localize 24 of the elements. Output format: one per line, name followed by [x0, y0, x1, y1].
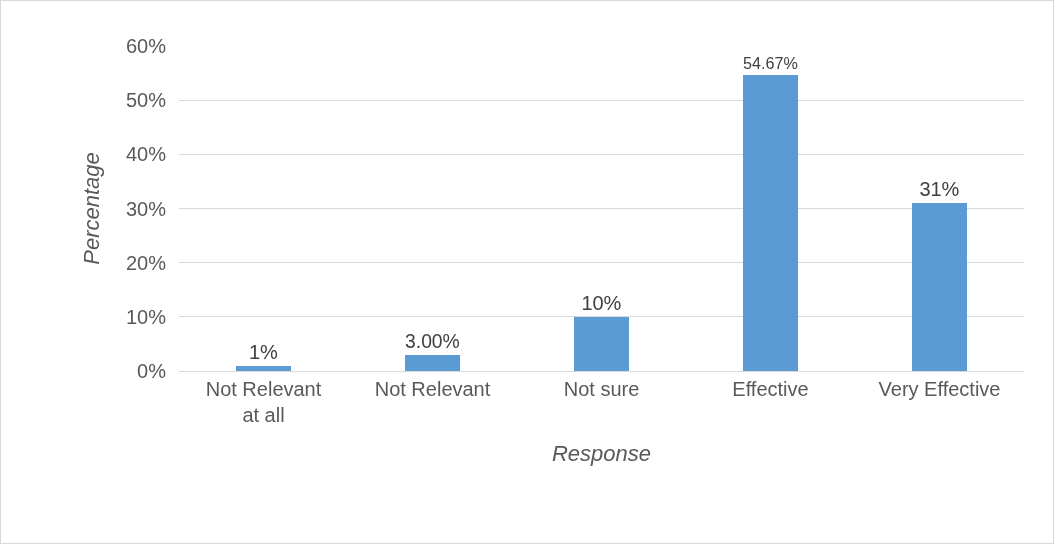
data-label: 3.00%: [405, 331, 460, 353]
x-axis-title: Response: [551, 440, 652, 466]
x-tick-label: Not Relevant: [374, 378, 491, 400]
data-label: 31%: [919, 178, 960, 200]
y-tick-label: 0%: [137, 360, 167, 382]
y-tick-label: 10%: [125, 305, 167, 328]
x-tick-label: Not Relevant at all: [205, 378, 322, 426]
y-tick-label: 60%: [125, 35, 167, 57]
y-tick-label: 30%: [125, 197, 167, 220]
x-tick-label: Not sure: [563, 378, 640, 400]
bar: [743, 75, 798, 371]
y-tick-label: 20%: [125, 251, 167, 274]
y-tick-label: 50%: [125, 89, 167, 112]
data-label: 10%: [581, 292, 622, 314]
data-label: 54.67%: [743, 53, 798, 72]
bar: [236, 366, 291, 371]
bar: [912, 203, 967, 371]
x-tick-label: Effective: [732, 378, 809, 400]
bar: [405, 355, 460, 371]
data-label: 1%: [248, 341, 279, 363]
y-tick-label: 40%: [125, 143, 167, 166]
x-tick-label: Very Effective: [878, 378, 1001, 400]
y-axis-title: Percentage: [78, 152, 104, 265]
bar: [574, 317, 629, 371]
